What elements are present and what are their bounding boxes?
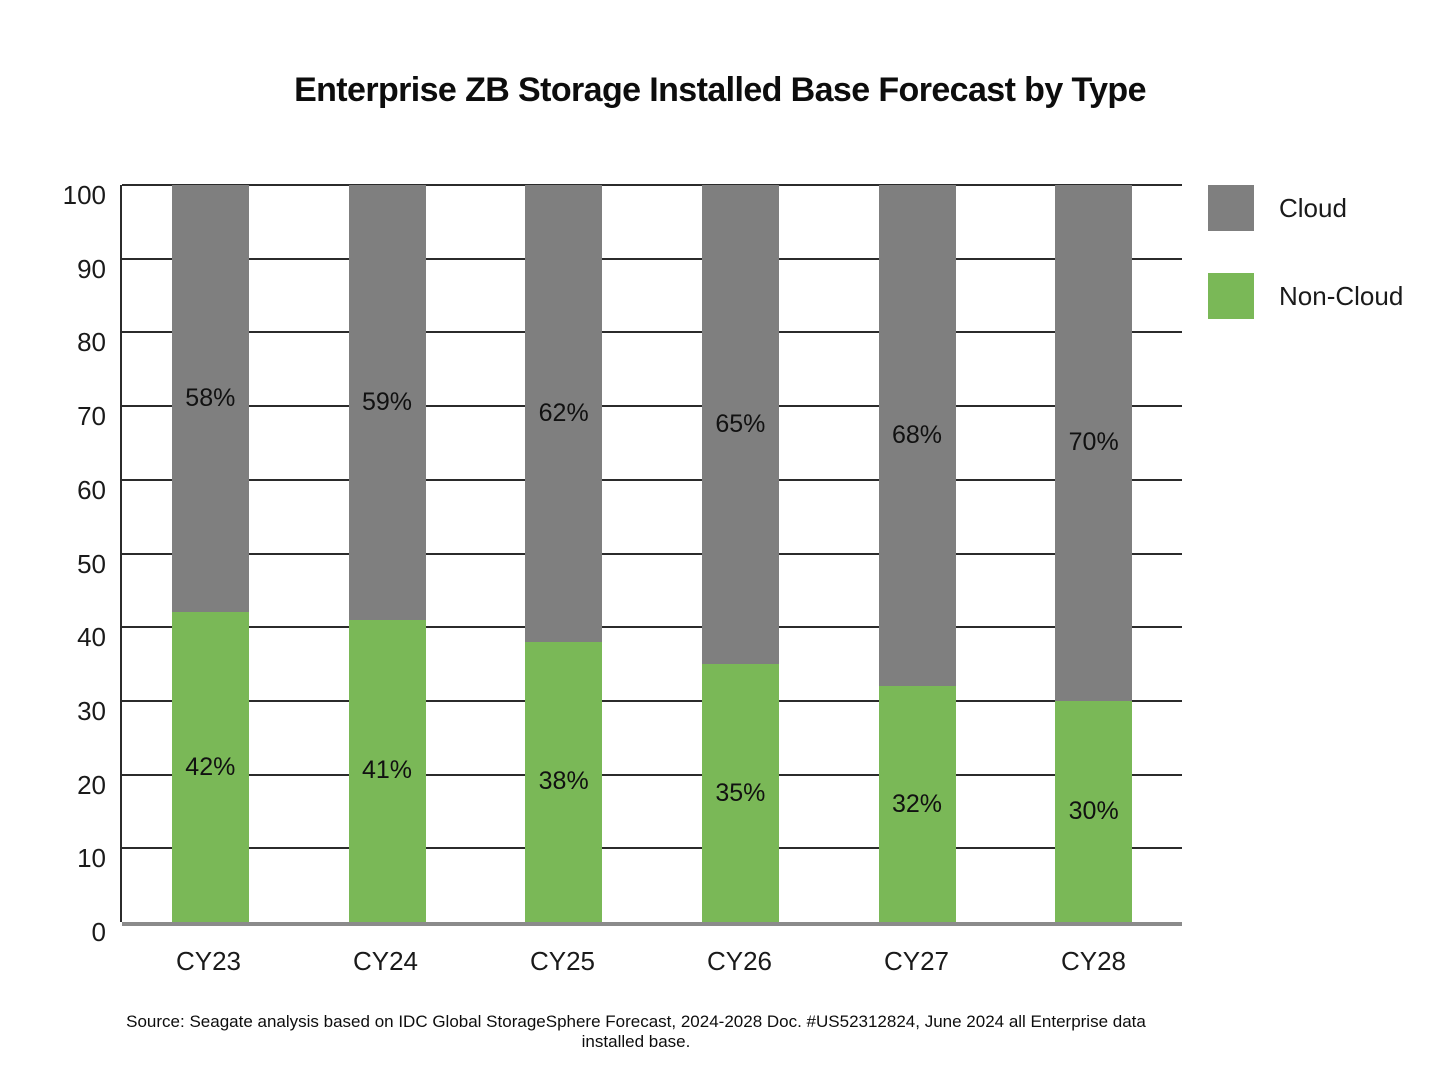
x-tick-label: CY28 bbox=[1060, 946, 1127, 976]
cloud-value-label: 62% bbox=[538, 398, 589, 427]
bar-group-cy23: 58% 42% bbox=[122, 185, 299, 922]
y-tick-label: 30 bbox=[77, 695, 106, 726]
cloud-swatch bbox=[1208, 185, 1254, 231]
gridline bbox=[122, 257, 1182, 260]
bars-layer: 58% 42% 59% 41% bbox=[122, 185, 1182, 922]
gridline bbox=[122, 405, 1182, 408]
gridline bbox=[122, 184, 1182, 186]
noncloud-value-label: 30% bbox=[1068, 796, 1119, 825]
cloud-value-label: 59% bbox=[361, 387, 413, 416]
chart-title: Enterprise ZB Storage Installed Base For… bbox=[294, 71, 1146, 109]
cloud-bar-segment: 58% bbox=[171, 185, 249, 613]
stacked-bar: 65% 35% bbox=[701, 185, 779, 922]
legend-item-cloud: Cloud bbox=[1208, 185, 1403, 231]
legend: Cloud Non-Cloud bbox=[1208, 185, 1403, 361]
gridline bbox=[122, 331, 1182, 334]
cloud-bar-segment: 68% bbox=[878, 185, 956, 687]
source-note: Source: Seagate analysis based on IDC Gl… bbox=[126, 1012, 1146, 1051]
gridline bbox=[122, 552, 1182, 555]
y-axis-tick-labels: 100 90 80 70 60 50 40 30 20 10 0 bbox=[0, 180, 106, 945]
noncloud-bar-segment: 38% bbox=[525, 641, 603, 922]
cloud-bar-segment: 59% bbox=[348, 185, 426, 620]
y-tick-label: 60 bbox=[77, 474, 106, 505]
gridline bbox=[122, 847, 1182, 850]
noncloud-value-label: 42% bbox=[185, 752, 236, 781]
gridline bbox=[122, 773, 1182, 776]
x-axis-tick-labels: CY23 CY24 CY25 CY26 CY27 CY28 bbox=[120, 946, 1182, 977]
y-tick-label: 20 bbox=[77, 769, 106, 800]
noncloud-bar-segment: 32% bbox=[878, 686, 956, 922]
x-axis-line bbox=[122, 922, 1182, 926]
cloud-bar-segment: 65% bbox=[701, 185, 779, 665]
legend-label-cloud: Cloud bbox=[1279, 192, 1347, 223]
gridline bbox=[122, 478, 1182, 481]
noncloud-value-label: 38% bbox=[538, 767, 589, 796]
stacked-bar: 58% 42% bbox=[171, 185, 249, 922]
x-tick-label: CY25 bbox=[529, 946, 596, 976]
y-tick-label: 0 bbox=[91, 917, 106, 947]
stacked-bar: 70% 30% bbox=[1055, 185, 1133, 922]
gridline bbox=[122, 626, 1182, 629]
stacked-bar: 68% 32% bbox=[878, 185, 956, 922]
noncloud-value-label: 35% bbox=[715, 778, 766, 807]
cloud-value-label: 70% bbox=[1068, 428, 1119, 457]
x-tick-label: CY27 bbox=[883, 946, 950, 976]
stacked-bar: 62% 38% bbox=[525, 185, 603, 922]
y-tick-label: 50 bbox=[77, 548, 106, 579]
y-tick-label: 10 bbox=[77, 843, 106, 874]
noncloud-bar-segment: 41% bbox=[348, 619, 426, 922]
bar-group-cy28: 70% 30% bbox=[1005, 185, 1182, 922]
y-tick-label: 70 bbox=[77, 401, 106, 432]
gridline bbox=[122, 699, 1182, 702]
cloud-value-label: 68% bbox=[891, 421, 943, 450]
y-tick-label: 100 bbox=[62, 180, 106, 210]
bar-group-cy26: 65% 35% bbox=[652, 185, 829, 922]
cloud-value-label: 65% bbox=[715, 410, 766, 439]
noncloud-bar-segment: 35% bbox=[701, 664, 779, 922]
x-tick-label: CY26 bbox=[706, 946, 773, 976]
cloud-bar-segment: 70% bbox=[1055, 185, 1133, 701]
legend-label-noncloud: Non-Cloud bbox=[1279, 280, 1404, 311]
noncloud-bar-segment: 30% bbox=[1055, 700, 1133, 922]
x-tick-label: CY23 bbox=[175, 946, 242, 976]
bar-group-cy25: 62% 38% bbox=[475, 185, 652, 922]
bar-group-cy24: 59% 41% bbox=[299, 185, 476, 922]
noncloud-bar-segment: 42% bbox=[171, 612, 249, 922]
noncloud-value-label: 32% bbox=[891, 789, 943, 818]
cloud-value-label: 58% bbox=[185, 384, 236, 413]
bar-group-cy27: 68% 32% bbox=[829, 185, 1006, 922]
y-tick-label: 40 bbox=[77, 622, 106, 653]
cloud-bar-segment: 62% bbox=[525, 185, 603, 642]
y-tick-label: 80 bbox=[77, 327, 106, 358]
noncloud-swatch bbox=[1208, 273, 1254, 319]
plot-area: 58% 42% 59% 41% bbox=[120, 184, 1182, 926]
x-tick-label: CY24 bbox=[352, 946, 419, 976]
noncloud-value-label: 41% bbox=[361, 756, 413, 785]
legend-item-noncloud: Non-Cloud bbox=[1208, 273, 1403, 319]
y-tick-label: 90 bbox=[77, 253, 106, 284]
stacked-bar: 59% 41% bbox=[348, 185, 426, 922]
